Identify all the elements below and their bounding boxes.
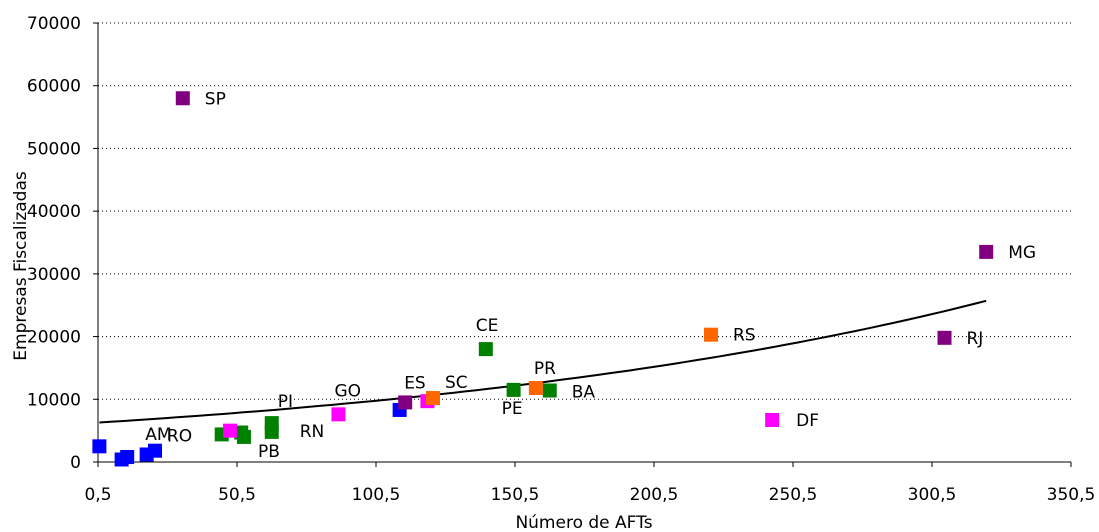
y-tick-label: 0 [70, 453, 81, 473]
data-point-ce [478, 342, 493, 357]
point-label: RJ [967, 329, 984, 349]
x-tick-label: 150,5 [491, 485, 540, 505]
point-label: GO [334, 381, 361, 401]
data-point-ro [147, 443, 162, 458]
data-point-pr [528, 380, 543, 395]
data-point-df [765, 412, 780, 427]
point-label: PR [534, 359, 556, 379]
y-tick-label: 50000 [27, 139, 81, 159]
data-point-rj [937, 330, 952, 345]
point-label: SC [445, 373, 468, 393]
y-tick-label: 10000 [27, 390, 81, 410]
y-tick-label: 30000 [27, 265, 81, 285]
x-tick-label: 50,5 [218, 485, 256, 505]
x-tick-label: 100,5 [352, 485, 401, 505]
x-ticks: 0,5 50,5 100,5 150,5 200,5 250,5 300,5 350,5 [84, 462, 1095, 505]
point-label: PI [278, 392, 293, 412]
point-label: RO [167, 427, 192, 447]
point-label: ES [404, 373, 426, 393]
point-label: PE [502, 399, 523, 419]
point-label: BA [572, 383, 596, 403]
y-ticks: 0 10000 20000 30000 40000 50000 60000 70000 [27, 14, 98, 473]
data-point-sp [175, 91, 190, 106]
y-tick-label: 60000 [27, 77, 81, 97]
data-points [92, 91, 994, 467]
data-point-pb [236, 429, 251, 444]
axes [97, 23, 1071, 463]
data-point-es [398, 395, 413, 410]
y-tick-label: 20000 [27, 328, 81, 348]
data-point-mg [979, 244, 994, 259]
data-point-sc [425, 391, 440, 406]
point-label: PB [258, 442, 280, 462]
gridlines [98, 22, 1071, 400]
point-label: DF [796, 411, 819, 431]
data-point-go [331, 407, 346, 422]
point-label: MG [1008, 243, 1036, 263]
point-label: RS [733, 326, 756, 346]
x-tick-label: 200,5 [630, 485, 679, 505]
point-label: SP [205, 89, 226, 109]
y-axis-title: Empresas Fiscalizadas [11, 171, 31, 361]
data-point-rn [264, 424, 279, 439]
x-tick-label: 300,5 [908, 485, 957, 505]
y-tick-label: 70000 [27, 14, 81, 34]
data-point-rs [703, 327, 718, 342]
x-tick-label: 0,5 [84, 485, 111, 505]
data-point [223, 423, 238, 438]
data-point-ba [542, 383, 557, 398]
data-point-am [120, 449, 135, 464]
x-axis-title: Número de AFTs [515, 513, 652, 532]
x-tick-label: 350,5 [1047, 485, 1096, 505]
y-tick-label: 40000 [27, 202, 81, 222]
point-label: RN [300, 422, 325, 442]
point-label: AM [145, 425, 171, 445]
data-point-pe [506, 382, 521, 397]
x-tick-label: 250,5 [769, 485, 818, 505]
data-point [92, 439, 107, 454]
point-label: CE [476, 316, 499, 336]
